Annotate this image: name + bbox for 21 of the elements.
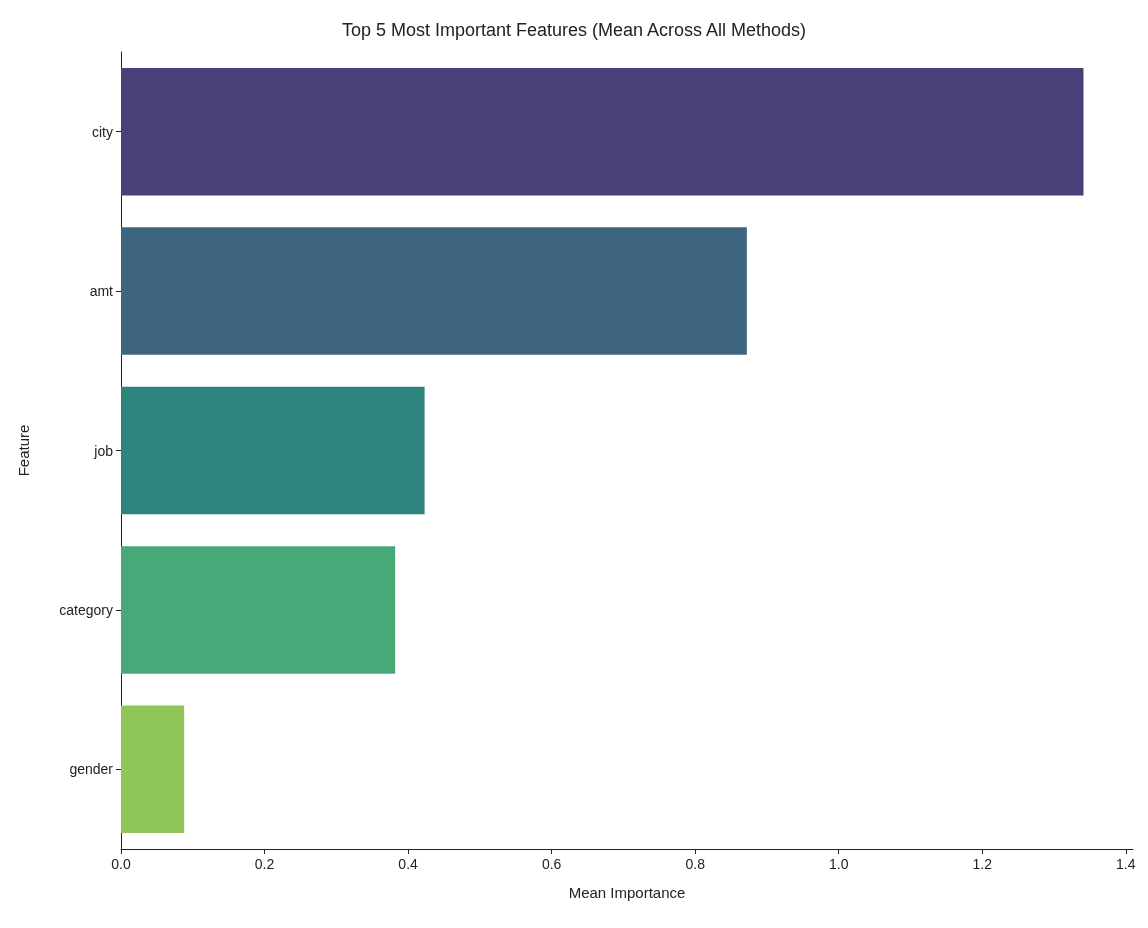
y-tick-label: gender [69, 761, 114, 778]
x-tick-label: 0.8 [685, 856, 706, 872]
bar [121, 546, 396, 674]
x-tick-label: 0.0 [111, 856, 131, 872]
y-tick-label: category [59, 601, 113, 618]
y-axis-title: Feature [15, 424, 32, 477]
bar [121, 386, 425, 515]
x-tick-label: 0.6 [541, 856, 562, 872]
bar [121, 705, 185, 834]
x-axis-title: Mean Importance [568, 884, 686, 901]
x-tick-label: 1.2 [972, 856, 993, 872]
bar [121, 227, 747, 355]
chart-title: Top 5 Most Important Features (Mean Across All Methods) [341, 20, 807, 40]
y-tick-label: city [92, 123, 113, 140]
x-tick-label: 1.4 [1116, 856, 1136, 872]
x-tick-label: 0.4 [398, 856, 419, 872]
y-tick-label: job [93, 442, 114, 459]
y-tick-label: amt [89, 283, 114, 300]
x-tick-label: 0.2 [254, 856, 275, 872]
bar [121, 67, 1084, 196]
x-tick-label: 1.0 [829, 856, 849, 872]
